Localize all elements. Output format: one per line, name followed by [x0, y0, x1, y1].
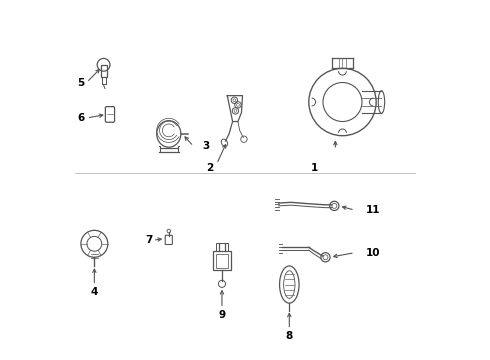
- Text: 11: 11: [366, 205, 380, 215]
- Text: 7: 7: [145, 235, 152, 245]
- Text: 6: 6: [77, 113, 85, 123]
- Text: 3: 3: [202, 141, 210, 151]
- Text: 5: 5: [77, 77, 85, 87]
- Text: 1: 1: [311, 163, 318, 172]
- Text: 9: 9: [219, 310, 225, 320]
- Text: 4: 4: [91, 287, 98, 297]
- Text: 2: 2: [206, 163, 213, 172]
- Text: 8: 8: [286, 331, 293, 341]
- Text: 10: 10: [366, 248, 380, 258]
